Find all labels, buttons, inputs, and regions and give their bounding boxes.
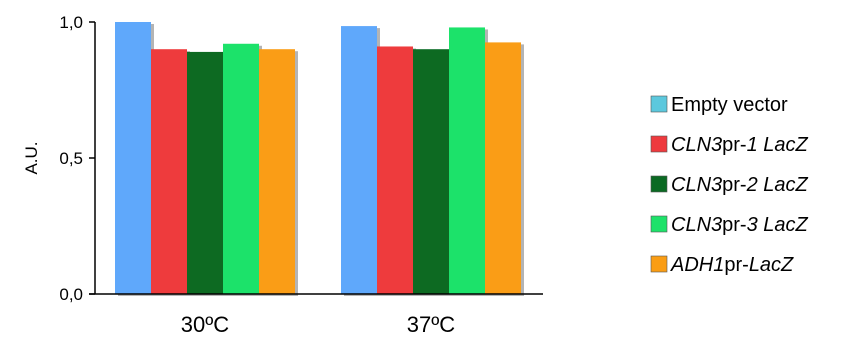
y-tick-label: 0,0 (59, 285, 83, 304)
legend-label: CLN3pr-1 LacZ (671, 134, 809, 156)
legend-label-part: 2 LacZ (746, 174, 809, 196)
legend-label-part: pr- (722, 134, 746, 156)
bar-1-cat-1 (115, 22, 151, 294)
legend-swatch (650, 215, 668, 233)
legend-swatch (650, 175, 668, 193)
x-category-label: 30ºC (181, 312, 230, 337)
legend-label-part: 1 LacZ (747, 134, 809, 156)
bar-5-cat-1 (259, 49, 295, 295)
legend-label-part: 3 LacZ (747, 214, 809, 236)
legend-label-part: LacZ (749, 254, 794, 276)
legend-swatch (650, 95, 668, 113)
bar-2-cat-2 (377, 46, 413, 295)
legend-label-part: pr- (724, 254, 748, 276)
y-tick-label: 1,0 (59, 13, 83, 32)
legend-label: CLN3pr-2 LacZ (671, 174, 809, 196)
legend-label: ADH1pr-LacZ (670, 254, 794, 276)
bars-group (115, 22, 521, 295)
legend-label-part: CLN3 (671, 214, 722, 236)
bar-3-cat-1 (187, 51, 223, 294)
bar-3-cat-2 (413, 49, 449, 295)
bar-5-cat-2 (485, 42, 521, 295)
legend-swatch (650, 135, 668, 153)
x-category-label: 37ºC (407, 312, 456, 337)
y-ticks-group: 0,0 0,5 1,0 (59, 13, 95, 304)
y-axis-title: A.U. (22, 141, 41, 174)
legend-label-part: CLN3 (671, 174, 722, 196)
bar-4-cat-1 (223, 43, 259, 295)
legend-label-part: CLN3 (671, 134, 722, 156)
legend-label-part: pr- (722, 174, 746, 196)
legend-label: Empty vector (671, 94, 788, 116)
legend-swatch (650, 255, 668, 273)
legend-label: CLN3pr-3 LacZ (671, 214, 809, 236)
bar-2-cat-1 (151, 49, 187, 295)
bar-1-cat-2 (341, 26, 377, 295)
bar-4-cat-2 (449, 27, 485, 294)
legend-label-part: ADH1 (670, 254, 724, 276)
legend-label-part: pr- (722, 214, 746, 236)
legend-label-part: Empty vector (671, 94, 788, 116)
x-category-labels: 30ºC 37ºC (181, 312, 456, 337)
y-tick-label: 0,5 (59, 149, 83, 168)
